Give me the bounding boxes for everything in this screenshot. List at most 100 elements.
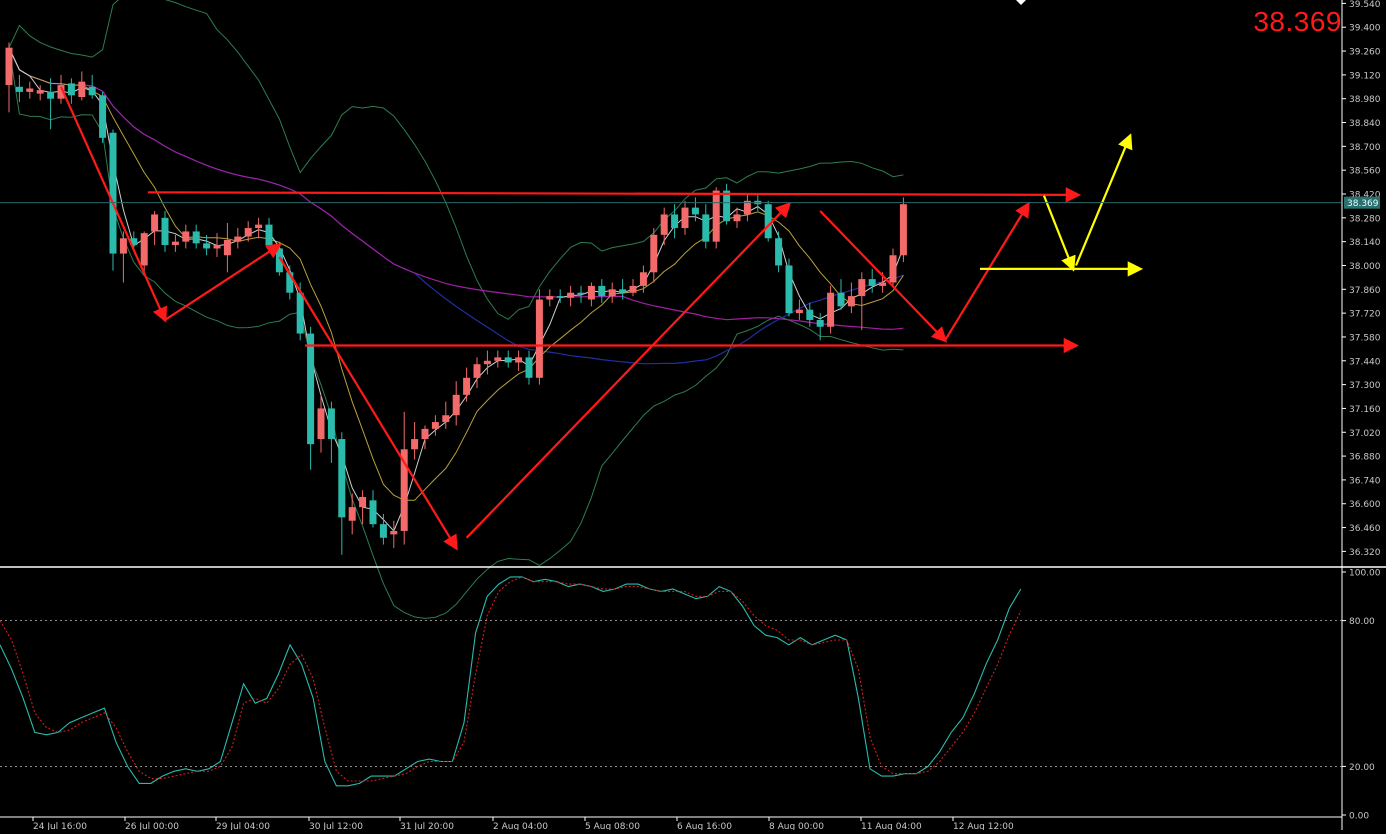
candle [88,74,96,99]
candle [868,268,876,293]
candle [494,350,502,368]
candle-body [5,47,13,86]
candle [504,350,512,368]
indicator-layer [8,0,904,619]
current-price-tag-label: 38.369 [1347,199,1379,209]
candle [182,224,190,249]
candle [598,279,606,303]
candle-body [525,357,533,378]
zigzag-arrow [819,210,948,343]
candle [525,350,533,385]
candle-body [837,292,845,307]
resistance-arrow [147,187,1082,203]
candle-body [296,292,304,334]
ma-magenta-line [8,47,904,330]
bollinger-upper-line [8,0,904,320]
candle-body [47,91,55,99]
stoch-tick-label: 80.00 [1349,617,1375,627]
candle [671,204,679,239]
x-tick-label: 12 Aug 12:00 [953,822,1014,830]
candle [161,211,169,252]
candle [223,222,231,273]
candle-body [379,524,387,538]
y-tick-label: 38.140 [1349,238,1381,248]
candle [899,197,907,263]
candle-body [99,95,107,138]
candle [348,493,356,535]
candle [15,74,23,103]
candle [691,197,699,222]
candle [119,231,127,283]
candle [192,224,200,249]
candle [431,415,439,436]
candle [5,42,13,113]
candle [171,234,179,252]
candle-body [494,357,502,361]
candle-body [15,86,23,92]
candle [567,285,575,307]
current-price-tag [1344,196,1380,209]
candle-body [223,239,231,256]
candle-body [587,285,595,300]
x-tick-label: 26 Jul 00:00 [125,822,179,830]
candle-body [775,238,783,266]
candle [535,289,543,385]
y-tick-label: 37.580 [1349,333,1381,343]
x-tick-label: 5 Aug 08:00 [585,822,640,830]
x-tick-label: 30 Jul 12:00 [309,822,363,830]
candle-body [827,292,835,327]
candle [203,234,211,256]
candle-body [348,507,356,521]
candle [515,350,523,371]
price-readout: 38.369 [1253,6,1342,37]
candle-body [577,292,585,295]
candle-body [546,296,554,300]
zigzag-arrow [278,256,458,551]
candle [764,200,772,242]
candle [327,401,335,463]
y-tick-label: 37.720 [1349,310,1381,320]
candle-body [203,243,211,249]
candle-body [702,214,710,242]
candles-layer [5,42,907,555]
y-tick-label: 38.980 [1349,95,1381,105]
candle-body [234,236,242,242]
candle [733,207,741,229]
candle [795,299,803,320]
candle [806,302,814,327]
y-tick-label: 36.880 [1349,453,1381,463]
candle-body [244,228,252,237]
y-tick-label: 37.860 [1349,286,1381,296]
y-tick-label: 38.700 [1349,143,1381,153]
candle [47,78,55,130]
x-tick-label: 2 Aug 04:00 [493,822,548,830]
candle [442,401,450,429]
candle [483,350,491,375]
candle-body [151,214,159,232]
candle [338,432,346,555]
y-tick-label: 38.420 [1349,191,1381,201]
candle-body [473,364,481,378]
candle [452,381,460,426]
stoch-tick-label: 0.00 [1349,812,1369,822]
candle [234,228,242,249]
x-tick-label: 31 Jul 20:00 [400,822,454,830]
candle-body [390,530,398,535]
candle-body [504,357,512,363]
x-tick-label: 24 Jul 16:00 [33,822,87,830]
candle-body [78,81,86,98]
candle [660,207,668,246]
candle-body [130,238,138,246]
candle-body [650,234,658,273]
candle [307,326,315,470]
candle-body [608,289,616,297]
candle [785,258,793,317]
x-tick-label: 6 Aug 16:00 [677,822,732,830]
candle-body [400,449,408,531]
candle-body [671,214,679,229]
candle-body [598,285,606,297]
candle-body [483,360,491,365]
candle-body [192,231,200,244]
